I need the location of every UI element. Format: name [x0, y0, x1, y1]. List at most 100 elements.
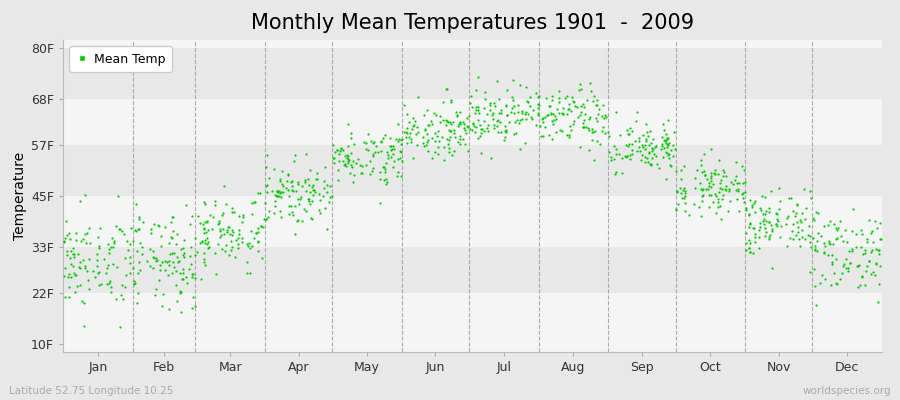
- Point: [86, 268, 100, 274]
- Point: [221, 224, 236, 230]
- Point: [494, 110, 508, 116]
- Point: [115, 282, 130, 288]
- Point: [243, 245, 257, 252]
- Point: [483, 100, 498, 107]
- Point: [842, 248, 857, 254]
- Point: [855, 273, 869, 280]
- Point: [678, 208, 692, 214]
- Point: [858, 282, 872, 288]
- Point: [338, 153, 353, 160]
- Point: [770, 218, 785, 224]
- Point: [323, 194, 338, 200]
- Point: [274, 194, 289, 200]
- Point: [655, 154, 670, 160]
- Point: [810, 238, 824, 244]
- Point: [579, 124, 593, 131]
- Point: [649, 143, 663, 150]
- Point: [92, 244, 106, 251]
- Point: [765, 228, 779, 234]
- Point: [524, 114, 538, 120]
- Point: [537, 114, 552, 120]
- Point: [644, 140, 658, 146]
- Point: [344, 135, 358, 141]
- Point: [639, 138, 653, 144]
- Point: [725, 181, 740, 188]
- Point: [464, 127, 479, 134]
- Point: [306, 192, 320, 198]
- Point: [116, 296, 130, 302]
- Point: [120, 238, 134, 244]
- Point: [279, 184, 293, 191]
- Point: [576, 124, 590, 131]
- Point: [678, 188, 692, 194]
- Point: [662, 155, 677, 162]
- Point: [762, 234, 777, 240]
- Point: [399, 134, 413, 140]
- Point: [708, 167, 723, 174]
- Point: [288, 203, 302, 210]
- Point: [736, 167, 751, 173]
- Point: [832, 276, 847, 282]
- Point: [391, 137, 405, 144]
- Point: [730, 196, 744, 203]
- Point: [597, 114, 611, 121]
- Point: [309, 176, 323, 182]
- Point: [196, 256, 211, 262]
- Point: [270, 188, 284, 194]
- Point: [331, 158, 346, 164]
- Point: [625, 140, 639, 147]
- Point: [829, 225, 843, 232]
- Point: [57, 238, 71, 245]
- Point: [702, 180, 716, 186]
- Point: [642, 149, 656, 156]
- Point: [93, 225, 107, 232]
- Point: [231, 240, 246, 247]
- Point: [427, 110, 441, 116]
- Point: [794, 219, 808, 226]
- Point: [762, 209, 777, 215]
- Point: [558, 95, 572, 101]
- Point: [661, 136, 675, 143]
- Point: [770, 210, 785, 217]
- Point: [701, 186, 716, 192]
- Point: [383, 143, 398, 149]
- Point: [425, 135, 439, 142]
- Point: [443, 134, 457, 140]
- Point: [386, 164, 400, 170]
- Point: [208, 250, 222, 257]
- Point: [355, 163, 369, 170]
- Point: [270, 193, 284, 199]
- Point: [424, 117, 438, 124]
- Point: [305, 187, 320, 193]
- Point: [831, 225, 845, 231]
- Point: [789, 201, 804, 208]
- Point: [722, 188, 736, 194]
- Point: [842, 265, 856, 271]
- Point: [757, 221, 771, 227]
- Point: [349, 159, 364, 166]
- Point: [697, 151, 711, 158]
- Point: [217, 182, 231, 189]
- Point: [739, 207, 753, 213]
- Point: [869, 224, 884, 231]
- Point: [508, 119, 523, 126]
- Point: [688, 185, 702, 191]
- Point: [64, 274, 78, 280]
- Point: [79, 268, 94, 274]
- Point: [386, 151, 400, 158]
- Point: [185, 212, 200, 219]
- Point: [830, 281, 844, 288]
- Point: [148, 292, 162, 298]
- Point: [788, 232, 803, 238]
- Point: [387, 145, 401, 152]
- Point: [519, 108, 534, 115]
- Point: [258, 183, 273, 189]
- Point: [621, 142, 635, 149]
- Point: [188, 235, 202, 242]
- Point: [146, 248, 160, 255]
- Point: [162, 240, 176, 247]
- Point: [381, 152, 395, 158]
- Point: [198, 262, 212, 268]
- Point: [441, 149, 455, 155]
- Point: [538, 124, 553, 130]
